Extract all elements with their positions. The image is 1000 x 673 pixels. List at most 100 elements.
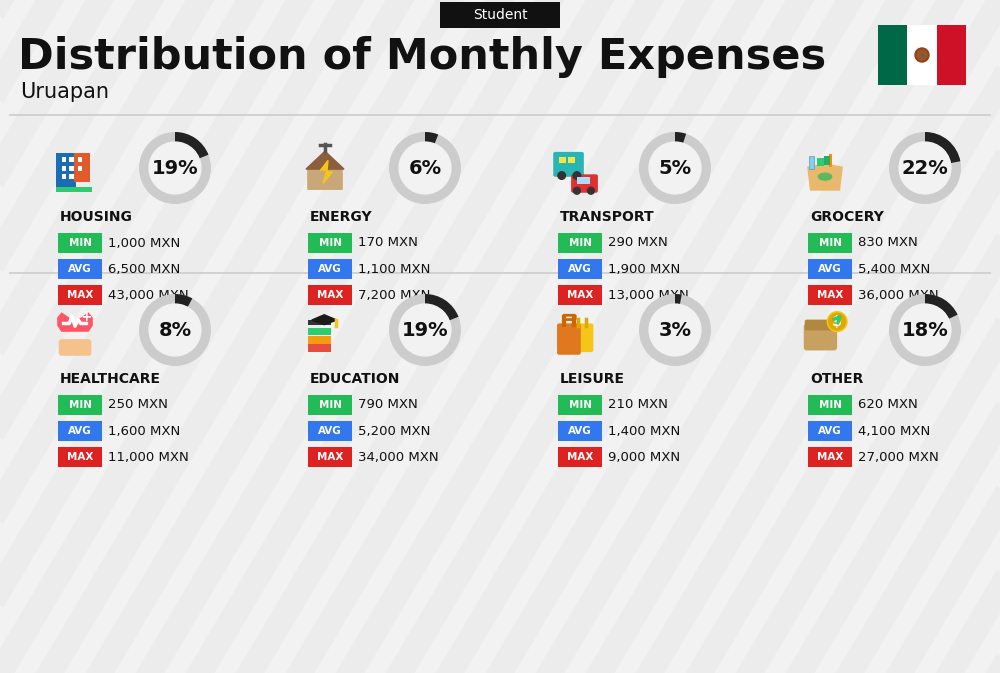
Text: 170 MXN: 170 MXN (358, 236, 418, 250)
Text: Distribution of Monthly Expenses: Distribution of Monthly Expenses (18, 36, 826, 78)
Wedge shape (675, 132, 686, 143)
Text: Student: Student (473, 8, 527, 22)
FancyBboxPatch shape (805, 320, 836, 330)
Wedge shape (425, 294, 458, 320)
FancyBboxPatch shape (58, 395, 102, 415)
Text: AVG: AVG (568, 426, 592, 436)
Circle shape (573, 187, 580, 194)
FancyBboxPatch shape (571, 174, 598, 192)
Text: 43,000 MXN: 43,000 MXN (108, 289, 189, 302)
FancyBboxPatch shape (907, 25, 937, 85)
Text: AVG: AVG (318, 426, 342, 436)
FancyBboxPatch shape (69, 166, 74, 171)
Text: 22%: 22% (902, 159, 948, 178)
FancyBboxPatch shape (69, 174, 74, 178)
Text: 210 MXN: 210 MXN (608, 398, 668, 411)
Text: 34,000 MXN: 34,000 MXN (358, 450, 439, 464)
Text: MAX: MAX (317, 452, 343, 462)
Text: 5%: 5% (658, 159, 692, 178)
Circle shape (573, 172, 581, 180)
FancyBboxPatch shape (808, 285, 852, 305)
Circle shape (399, 304, 451, 356)
FancyBboxPatch shape (571, 324, 593, 352)
Text: MIN: MIN (818, 400, 842, 410)
Polygon shape (320, 160, 333, 183)
FancyBboxPatch shape (577, 177, 590, 184)
Circle shape (558, 172, 566, 180)
Text: TRANSPORT: TRANSPORT (560, 210, 655, 224)
FancyBboxPatch shape (878, 25, 907, 85)
Circle shape (899, 304, 951, 356)
FancyBboxPatch shape (308, 259, 352, 279)
FancyBboxPatch shape (58, 421, 102, 441)
Circle shape (827, 312, 847, 332)
FancyBboxPatch shape (829, 154, 832, 167)
Circle shape (917, 50, 927, 60)
FancyBboxPatch shape (808, 233, 852, 253)
Polygon shape (808, 164, 842, 190)
Text: ✦: ✦ (918, 50, 926, 59)
Circle shape (899, 142, 951, 194)
Wedge shape (639, 294, 711, 366)
FancyBboxPatch shape (78, 157, 82, 162)
Text: 250 MXN: 250 MXN (108, 398, 168, 411)
FancyBboxPatch shape (804, 324, 837, 351)
Text: HOUSING: HOUSING (60, 210, 133, 224)
Ellipse shape (818, 173, 832, 180)
FancyBboxPatch shape (824, 156, 830, 166)
Text: AVG: AVG (818, 264, 842, 274)
Text: 790 MXN: 790 MXN (358, 398, 418, 411)
Text: EDUCATION: EDUCATION (310, 372, 400, 386)
Text: 27,000 MXN: 27,000 MXN (858, 450, 939, 464)
Wedge shape (425, 132, 438, 144)
Text: 830 MXN: 830 MXN (858, 236, 918, 250)
FancyBboxPatch shape (558, 259, 602, 279)
Wedge shape (175, 132, 208, 158)
Text: MAX: MAX (567, 290, 593, 300)
Text: 18%: 18% (902, 320, 948, 339)
Text: OTHER: OTHER (810, 372, 863, 386)
FancyBboxPatch shape (808, 421, 852, 441)
FancyBboxPatch shape (558, 285, 602, 305)
FancyBboxPatch shape (559, 157, 566, 164)
FancyBboxPatch shape (308, 345, 331, 352)
Circle shape (399, 142, 451, 194)
Wedge shape (139, 294, 211, 366)
Wedge shape (889, 294, 961, 366)
Polygon shape (58, 313, 92, 331)
Text: AVG: AVG (68, 264, 92, 274)
FancyBboxPatch shape (308, 447, 352, 467)
FancyBboxPatch shape (308, 285, 352, 305)
Text: 11,000 MXN: 11,000 MXN (108, 450, 189, 464)
FancyBboxPatch shape (58, 233, 102, 253)
Text: 620 MXN: 620 MXN (858, 398, 918, 411)
Text: AVG: AVG (818, 426, 842, 436)
Wedge shape (389, 294, 461, 366)
Text: MAX: MAX (67, 290, 93, 300)
FancyBboxPatch shape (58, 285, 102, 305)
Text: MIN: MIN (818, 238, 842, 248)
FancyBboxPatch shape (58, 447, 102, 467)
Text: 1,000 MXN: 1,000 MXN (108, 236, 180, 250)
FancyBboxPatch shape (558, 395, 602, 415)
FancyBboxPatch shape (78, 166, 82, 171)
FancyBboxPatch shape (62, 157, 66, 162)
Text: MIN: MIN (568, 238, 592, 248)
FancyBboxPatch shape (558, 447, 602, 467)
Text: 13,000 MXN: 13,000 MXN (608, 289, 689, 302)
FancyBboxPatch shape (937, 25, 966, 85)
Text: MAX: MAX (817, 452, 843, 462)
FancyBboxPatch shape (58, 259, 102, 279)
FancyBboxPatch shape (308, 336, 331, 344)
Text: 1,900 MXN: 1,900 MXN (608, 262, 680, 275)
Text: MIN: MIN (68, 400, 92, 410)
Wedge shape (639, 132, 711, 204)
Text: ENERGY: ENERGY (310, 210, 373, 224)
FancyBboxPatch shape (558, 233, 602, 253)
Text: 6%: 6% (408, 159, 442, 178)
FancyBboxPatch shape (308, 328, 331, 335)
FancyBboxPatch shape (568, 157, 575, 164)
Circle shape (649, 142, 701, 194)
Text: 6,500 MXN: 6,500 MXN (108, 262, 180, 275)
Text: 5,200 MXN: 5,200 MXN (358, 425, 430, 437)
